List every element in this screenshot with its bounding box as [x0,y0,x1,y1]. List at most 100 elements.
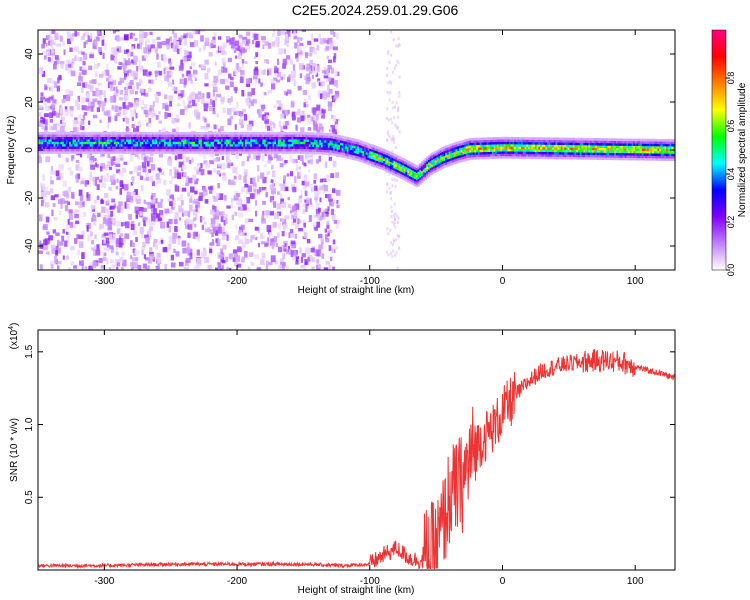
spectrogram-cell [415,167,419,171]
spectrogram-cell [141,106,145,110]
spectrogram-cell [243,139,246,142]
spectrogram-cell [402,177,405,180]
spectrogram-cell [108,132,112,135]
spectrogram-cell [379,149,383,153]
spectrogram-cell [103,144,107,147]
spectrogram-cell [441,161,445,164]
spectrogram-cell [219,136,222,140]
spectrogram-cell [58,164,64,172]
spectrogram-cell [227,139,231,142]
spectrogram-cell [308,215,312,222]
spectrogram-cell [445,159,448,163]
spectrogram-cell [153,134,157,137]
spectrogram-cell [189,134,193,137]
spectrogram-cell [79,136,82,140]
spectrogram-cell [208,186,213,190]
spectrogram-cell [326,92,330,98]
spectrogram-cell [111,47,117,54]
spectrogram-cell [242,108,246,113]
spectrogram-cell [341,147,345,151]
spectrogram-cell [63,141,67,145]
spectrogram-cell [164,263,168,270]
spectrogram-cell [47,98,51,103]
spectrogram-cell [172,136,176,140]
spectrogram-cell [500,148,503,152]
spectrogram-cell [452,150,455,153]
spectrogram-cell [546,147,550,150]
spectrogram-cell [357,156,360,159]
spectrogram-cell [350,140,353,143]
spectrogram-cell [229,151,232,154]
spectrogram-cell [362,150,365,154]
spectrogram-cell [265,123,269,129]
spectrogram-cell [289,136,293,140]
spectrogram-cell [189,66,193,70]
spectrogram-cell [181,148,184,152]
spectrogram-cell [125,221,130,229]
spectrogram-cell [281,136,284,140]
spectrogram-cell [101,234,106,238]
spectrogram-cell [193,146,196,149]
spectrogram-cell [258,134,262,137]
spectrogram-cell [291,136,295,140]
spectrogram-cell [76,82,82,87]
spectrogram-cell [245,148,248,152]
spectrogram-cell [479,142,483,146]
spectrogram-cell [505,146,509,150]
spectrogram-cell [271,187,277,194]
spectrogram-cell [50,165,54,172]
spectrogram-cell [388,170,391,174]
spectrogram-cell [169,168,172,176]
spectrogram-cell [89,80,94,84]
spectrogram-cell [477,152,481,155]
spectrogram-cell [327,194,332,199]
spectrogram-cell [177,238,181,245]
spectrogram-cell [165,136,169,140]
spectrogram-cell [515,151,519,154]
spectrogram-cell [239,76,244,84]
spectrogram-cell [372,159,376,163]
spectrogram-cell [136,172,141,177]
spectrogram-cell [62,146,65,149]
spectrogram-cell [176,151,179,154]
spectrogram-cell [391,152,395,156]
spectrogram-cell [279,132,283,135]
spectrogram-cell [126,49,130,53]
spectrogram-cell [316,259,319,264]
spectrogram-cell [324,137,327,141]
spectrogram-cell [360,157,364,161]
spectrogram-cell [234,141,238,145]
spectrogram-cell [420,161,424,164]
spectrogram-cell [179,132,182,135]
spectrogram-cell [227,148,231,152]
spectrogram-cell [307,132,310,135]
spectrogram-cell [393,158,396,162]
spectrogram-cell [75,139,79,142]
spectrogram-cell [301,253,306,258]
spectrogram-cell [405,178,408,182]
spectrogram-cell [257,175,260,182]
spectrogram-cell [210,44,216,49]
spectrogram-cell [419,174,422,178]
spectrogram-cell [280,198,284,204]
spectrogram-cell [198,47,202,52]
spectrogram-cell [370,144,374,148]
spectrogram-cell [388,158,391,162]
spectrogram-cell [155,144,158,147]
spectrogram-cell [305,151,308,154]
spectrogram-cell [358,149,362,153]
spectrogram-cell [136,136,139,140]
spectrogram-cell [50,244,56,248]
spectrogram-cell [44,151,48,154]
spectrogram-cell [48,96,54,100]
spectrogram-cell [231,144,234,147]
spectrogram-cell [495,156,498,159]
spectrogram-cell [213,139,217,142]
spectrogram-cell [388,60,391,64]
spectrogram-cell [510,141,514,145]
spectrogram-cell [298,151,302,154]
spectrogram-cell [70,151,74,154]
spectrogram-cell [503,136,507,140]
spectrogram-cell [57,260,62,265]
spectrogram-cell [143,47,148,54]
